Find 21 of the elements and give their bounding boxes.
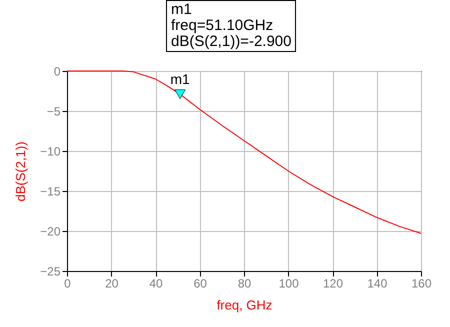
x-tick-label: 160 [411, 276, 432, 290]
y-tick-label: −25 [40, 264, 61, 278]
y-tick-label: −5 [46, 104, 61, 118]
x-axis-title: freq, GHz [216, 298, 272, 312]
y-tick-label: −10 [40, 144, 61, 158]
text: freq=51.10GHz [171, 17, 274, 34]
y-tick-label: −20 [40, 224, 61, 238]
series-label: m1 [170, 71, 190, 88]
y-axis-title: dB(S(2,1)) [13, 142, 28, 202]
text: m1 [171, 1, 193, 18]
x-tick-label: 80 [238, 276, 252, 290]
x-tick-label: 60 [194, 276, 208, 290]
y-tick-label: 0 [54, 64, 61, 78]
x-tick-label: 100 [278, 276, 300, 290]
x-tick-label: 20 [105, 276, 119, 290]
x-tick-label: 120 [322, 276, 344, 290]
x-tick-label: 0 [64, 276, 72, 290]
text: dB(S(2,1))=-2.900 [171, 33, 292, 50]
x-tick-label: 140 [367, 276, 388, 290]
x-tick-label: 40 [149, 276, 163, 290]
y-tick-label: −15 [40, 184, 61, 198]
